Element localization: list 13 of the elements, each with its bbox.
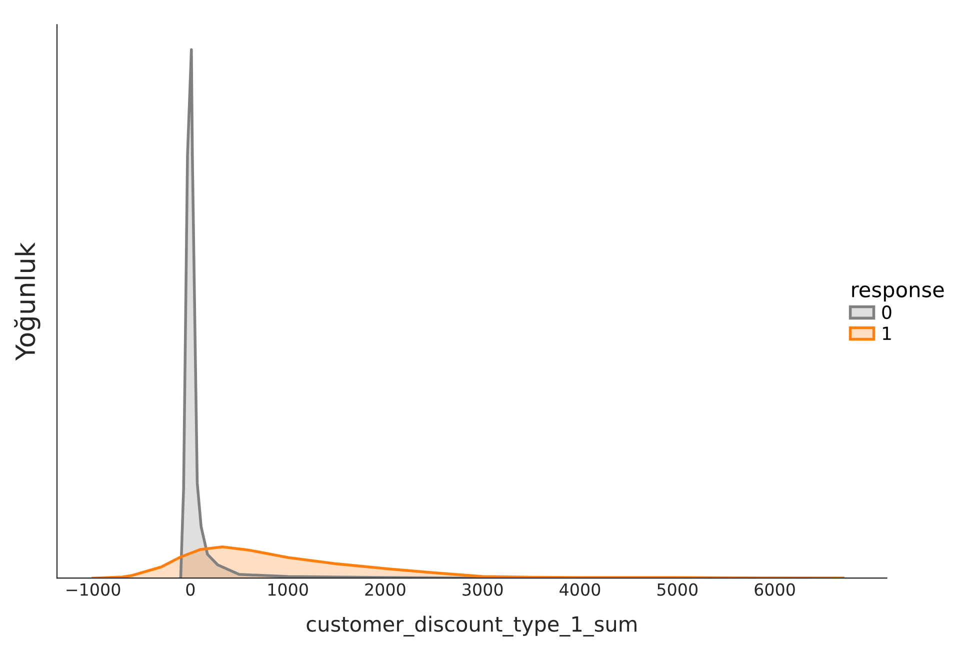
x-tick-label: −1000: [66, 583, 120, 596]
x-tick-label: 1000: [268, 583, 308, 596]
x-axis-title: customer_discount_type_1_sum: [306, 616, 636, 636]
x-tick-label: 6000: [754, 583, 795, 596]
x-tick-label: 3000: [462, 583, 503, 596]
legend-label: 1: [882, 326, 891, 340]
y-axis-title: Yoğunluk: [14, 242, 40, 361]
x-tick-label: 4000: [560, 583, 600, 596]
x-tick-label: 0: [186, 583, 195, 596]
legend-label: 0: [882, 305, 892, 320]
x-tick-label: 2000: [365, 583, 406, 596]
legend-title: response: [852, 285, 944, 302]
x-tick-label: 5000: [657, 583, 698, 596]
